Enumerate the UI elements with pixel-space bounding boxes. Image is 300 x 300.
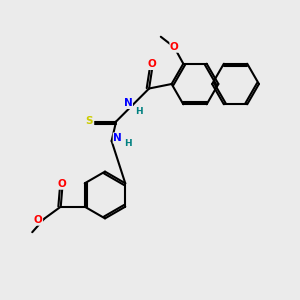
Text: O: O <box>58 179 67 189</box>
Text: N: N <box>113 133 122 143</box>
Text: N: N <box>124 98 133 109</box>
Text: O: O <box>170 42 179 52</box>
Text: H: H <box>124 140 132 148</box>
Text: H: H <box>135 106 142 116</box>
Text: S: S <box>85 116 93 127</box>
Text: O: O <box>148 59 157 70</box>
Text: O: O <box>34 215 43 225</box>
